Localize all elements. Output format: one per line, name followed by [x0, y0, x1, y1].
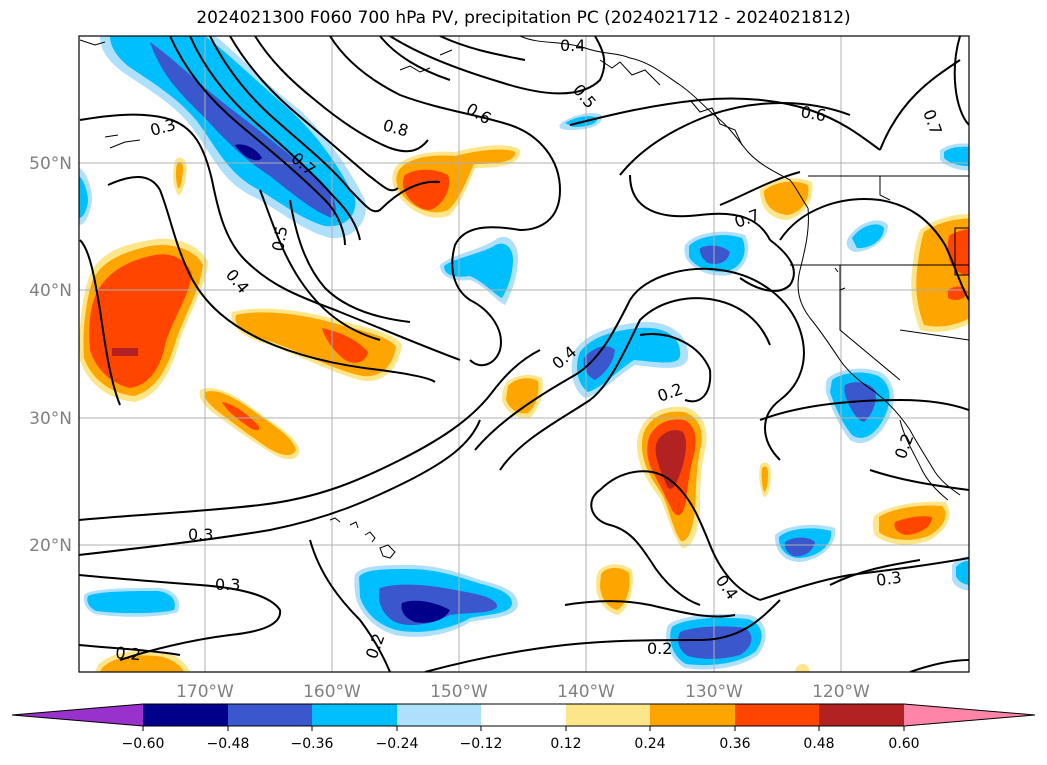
map-title: 2024021300 F060 700 hPa PV, precipitatio… — [196, 8, 851, 28]
precip-blob-ne-corner — [940, 143, 969, 171]
colorbar-tick-labels: −0.60 −0.48 −0.36 −0.24 −0.12 0.12 0.24 … — [122, 736, 920, 752]
lat-label: 50°N — [29, 154, 72, 174]
colorbar-segment — [481, 704, 566, 726]
precip-blob-central-band — [231, 308, 402, 382]
precip-blob-26n-126w — [759, 462, 771, 497]
contour-label: 0.2 — [647, 639, 672, 658]
precip-blob-east-42n — [911, 214, 969, 332]
colorbar-segment — [228, 704, 312, 726]
precip-blob-east-18n — [952, 556, 969, 591]
colorbar-segment — [819, 704, 904, 726]
map-content: 0.4 0.5 0.6 0.8 0.7 0.3 0.5 0.4 0.6 0.7 … — [79, 36, 969, 672]
lon-label: 130°W — [685, 682, 743, 702]
contour-label: 0.4 — [560, 36, 585, 55]
latitude-labels: 50°N 40°N 30°N 20°N — [29, 154, 72, 556]
colorbar: −0.60 −0.48 −0.36 −0.24 −0.12 0.12 0.24 … — [11, 703, 1036, 752]
contour-label: 0.6 — [799, 102, 827, 125]
precip-blob-30n-streak — [199, 387, 300, 460]
precip-blob-43n-127w — [684, 231, 749, 276]
precip-fill-layer — [79, 36, 969, 672]
colorbar-tick-label: 0.12 — [550, 736, 581, 752]
precip-blob-15n-152w — [354, 565, 518, 637]
precip-blob-nw-negative — [100, 36, 366, 239]
colorbar-tick-label: 0.60 — [888, 736, 919, 752]
colorbar-tick-label: −0.12 — [460, 736, 503, 752]
precip-blob-west-positive — [79, 238, 209, 402]
precip-blob-31n-146w — [502, 374, 543, 419]
lon-label: 140°W — [557, 682, 615, 702]
colorbar-tick-label: 0.36 — [719, 736, 750, 752]
longitude-labels: 170°W 160°W 150°W 140°W 130°W 120°W — [176, 682, 870, 702]
precip-blob-27n-133w — [636, 406, 707, 549]
precip-blob-32n-118w — [825, 368, 894, 444]
colorbar-tick-label: 0.24 — [634, 736, 665, 752]
precip-blob-15n-175w — [83, 588, 180, 617]
colorbar-segment — [312, 704, 397, 726]
map-frame — [78, 35, 970, 673]
gridlines — [79, 36, 969, 672]
precip-blob-41n-148w — [440, 236, 518, 305]
colorbar-segment — [650, 704, 735, 726]
precip-blob-44n-118w — [846, 220, 888, 252]
lat-label: 40°N — [29, 281, 72, 301]
colorbar-tick-label: 0.48 — [803, 736, 834, 752]
lat-label: 20°N — [29, 536, 72, 556]
colorbar-segment — [735, 704, 819, 726]
colorbar-extend-min — [12, 704, 143, 726]
colorbar-tick-label: −0.48 — [207, 736, 250, 752]
colorbar-tick-label: −0.60 — [122, 736, 165, 752]
colorbar-segment — [143, 704, 228, 726]
precip-blob-19n-123w — [774, 524, 836, 562]
precip-blob-22n-115w — [872, 501, 950, 545]
contour-label: 0.3 — [188, 525, 213, 544]
lon-label: 160°W — [303, 682, 361, 702]
precip-blob-tiny-south — [795, 663, 810, 672]
colorbar-tick-label: −0.36 — [291, 736, 334, 752]
precip-blob-48n-126w — [760, 178, 813, 220]
colorbar-tick-label: −0.24 — [376, 736, 419, 752]
contour-label: 0.3 — [215, 575, 240, 594]
colorbar-ticks — [142, 726, 905, 731]
contour-label: 0.3 — [875, 568, 903, 590]
colorbar-extend-max — [904, 704, 1035, 726]
colorbar-segment — [566, 704, 650, 726]
lon-label: 150°W — [430, 682, 488, 702]
contour-label: 0.2 — [115, 643, 142, 664]
lon-label: 170°W — [176, 682, 234, 702]
lat-label: 30°N — [29, 409, 72, 429]
precip-blob-35n-138w — [571, 321, 689, 398]
precip-blob-13n-130w — [665, 613, 766, 670]
colorbar-segment — [397, 704, 481, 726]
coastlines — [79, 36, 969, 559]
precip-blob-west-edge-48n — [79, 168, 92, 225]
precip-blob-small-171w — [173, 157, 187, 196]
contour-label: 0.5 — [268, 224, 291, 252]
pv-contours — [79, 36, 969, 672]
lon-label: 120°W — [812, 682, 870, 702]
